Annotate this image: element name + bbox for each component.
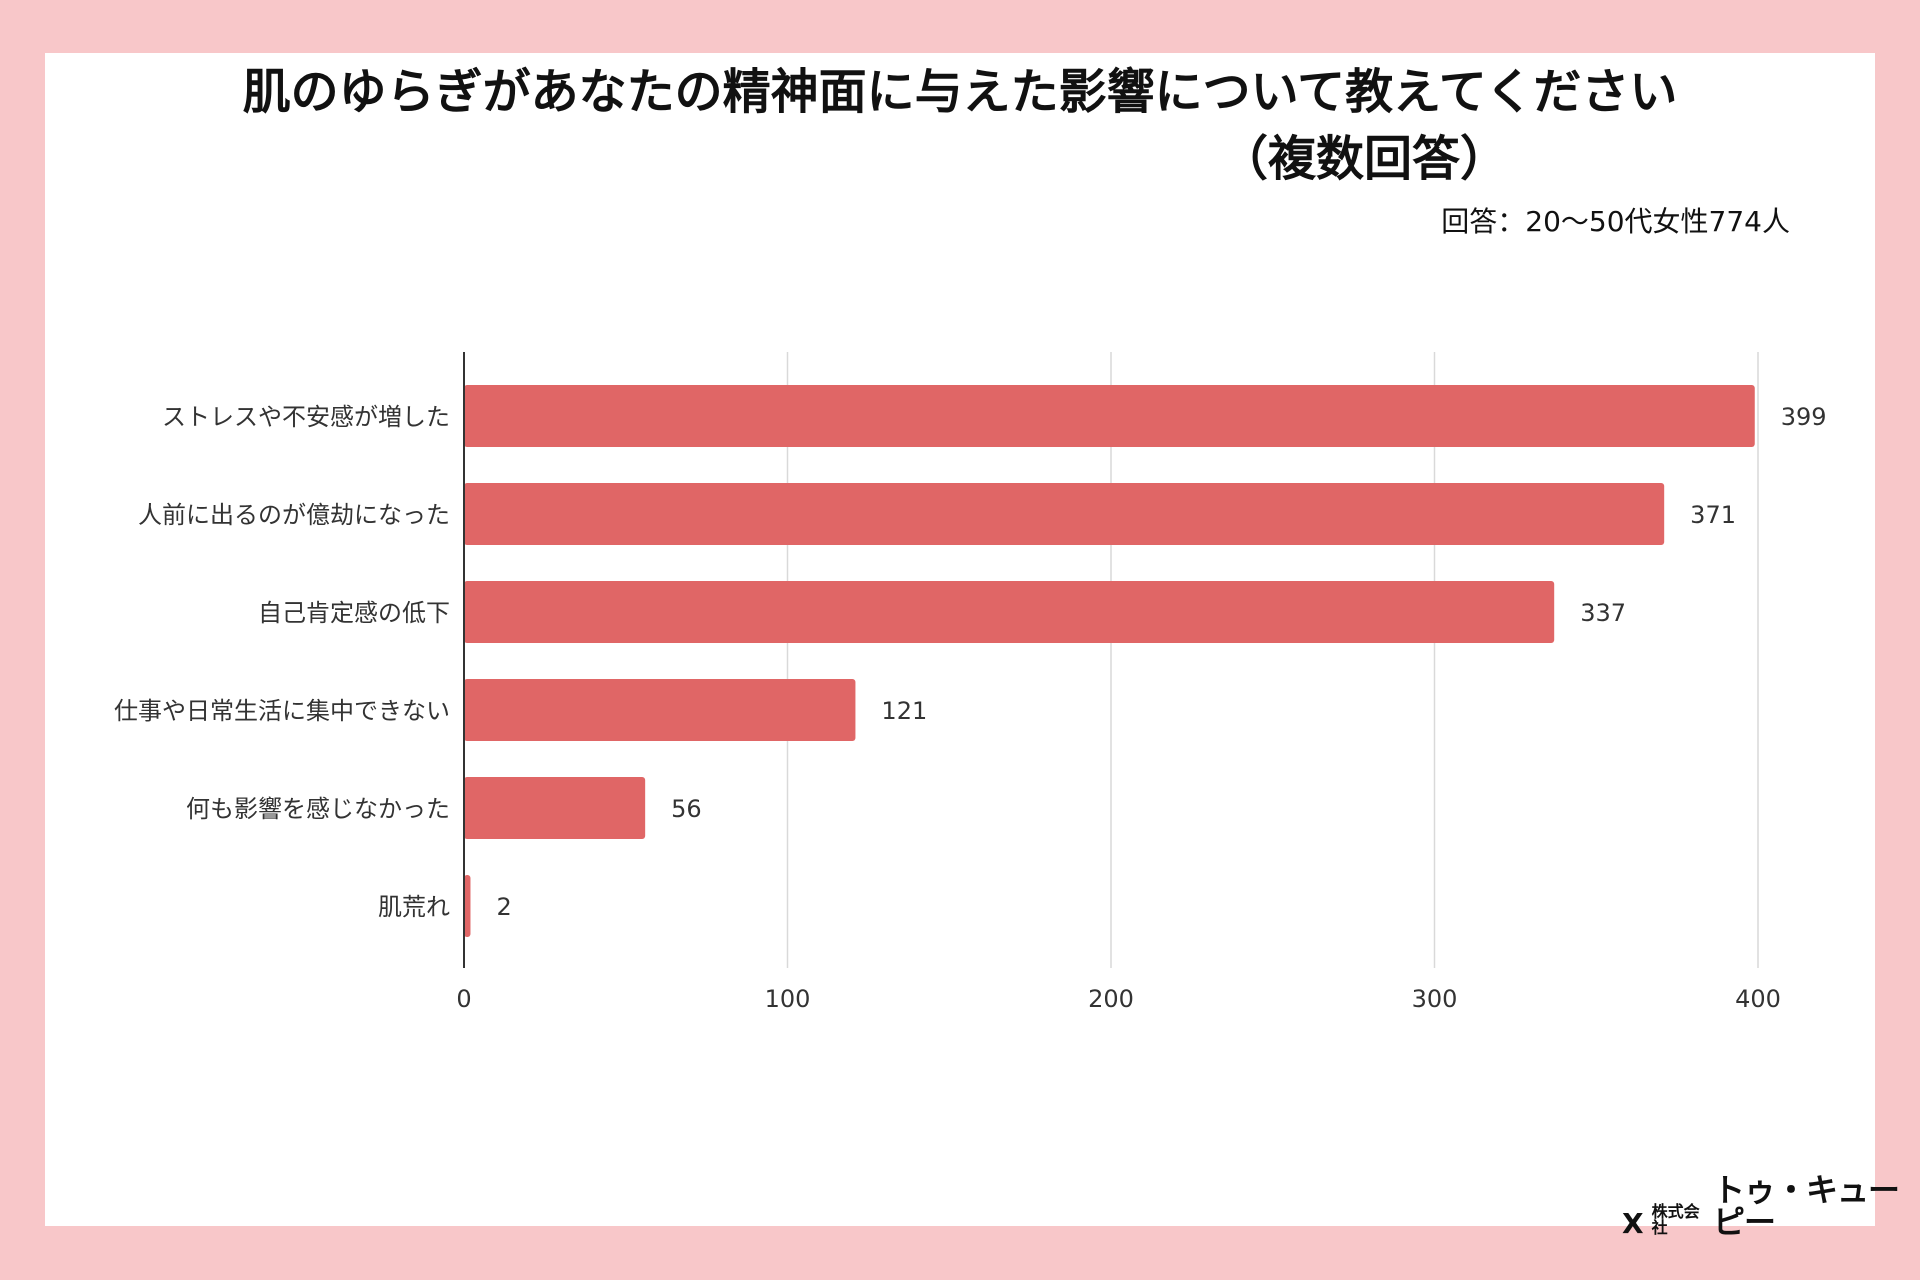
data-label: 337 [1580, 599, 1626, 627]
data-label: 56 [671, 795, 702, 823]
respondent-note: 回答：20〜50代女性774人 [1441, 205, 1790, 238]
category-label: 自己肯定感の低下 [258, 599, 450, 627]
category-label: 肌荒れ [378, 893, 450, 921]
category-label: 人前に出るのが億劫になった [138, 501, 450, 529]
data-label: 2 [496, 893, 511, 921]
company-logo: Ⅹ 株式会社 トゥ・キューピー [1622, 1174, 1920, 1238]
x-tick-label: 200 [1088, 985, 1134, 1013]
chart-subtitle: （複数回答） [1220, 131, 1509, 187]
logo-name: トゥ・キューピー [1713, 1171, 1900, 1241]
logo-prefix: 株式会社 [1651, 1202, 1700, 1237]
hourglass-icon: Ⅹ [1622, 1207, 1644, 1240]
x-tick-label: 0 [456, 985, 471, 1013]
x-tick-label: 400 [1735, 985, 1781, 1013]
bar [464, 483, 1665, 545]
bar [464, 777, 646, 839]
category-label: 仕事や日常生活に集中できない [114, 697, 450, 725]
data-label: 371 [1690, 501, 1736, 529]
bar [464, 679, 856, 741]
x-tick-label: 300 [1412, 985, 1458, 1013]
data-label: 121 [881, 697, 927, 725]
category-label: 何も影響を感じなかった [186, 795, 450, 823]
chart-title: 肌のゆらぎがあなたの精神面に与えた影響について教えてください [242, 64, 1678, 120]
category-label: ストレスや不安感が増した [162, 403, 450, 431]
bar [464, 385, 1755, 447]
x-tick-label: 100 [765, 985, 811, 1013]
bar [464, 581, 1555, 643]
data-label: 399 [1781, 403, 1827, 431]
bar [464, 875, 471, 937]
